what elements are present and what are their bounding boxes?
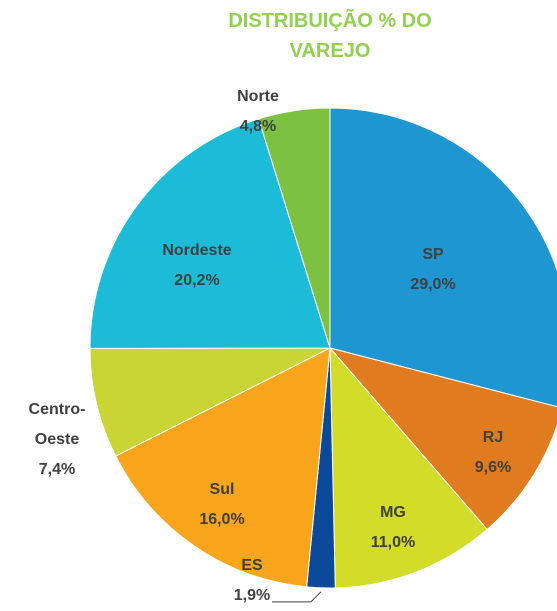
slice-label: MG 11,0% <box>371 498 415 558</box>
slice-label: Sul 16,0% <box>199 475 244 535</box>
category-label: Norte <box>237 88 279 105</box>
slice-label: Norte 4,8% <box>237 82 279 142</box>
value-label: 16,0% <box>199 511 245 528</box>
category-label: Nordeste <box>162 242 232 259</box>
value-label: 1,9% <box>233 587 271 604</box>
category-label: ES <box>241 557 263 574</box>
category-label: RJ <box>482 429 504 446</box>
chart-title: DISTRIBUIÇÃO % DO VAREJO <box>228 10 432 62</box>
value-label: 7,4% <box>38 461 76 478</box>
slice-label: Nordeste 20,2% <box>162 236 231 296</box>
pie-slice <box>89 347 331 457</box>
value-label: 9,6% <box>474 459 512 476</box>
value-label: 29,0% <box>410 276 456 293</box>
slice-label: SP 29,0% <box>410 240 455 300</box>
category-label: SP <box>422 246 444 263</box>
value-label: 20,2% <box>174 272 220 289</box>
pie-slice <box>89 118 331 349</box>
pie-slice <box>329 107 557 408</box>
slice-label: RJ 9,6% <box>475 423 511 483</box>
slice-label: ES 1,9% <box>234 551 270 611</box>
category-label: Sul <box>209 481 235 498</box>
pie-slice <box>328 347 557 531</box>
category-label: MG <box>380 504 406 521</box>
value-label: 11,0% <box>370 534 416 551</box>
slice-label: Centro-Oeste 7,4% <box>22 395 92 485</box>
category-label: Centro-Oeste <box>28 401 86 448</box>
pie-slice <box>258 107 331 349</box>
value-label: 4,8% <box>239 118 277 135</box>
pie-slice <box>115 347 331 588</box>
leader-line <box>272 591 322 603</box>
pie-slice <box>329 346 488 589</box>
